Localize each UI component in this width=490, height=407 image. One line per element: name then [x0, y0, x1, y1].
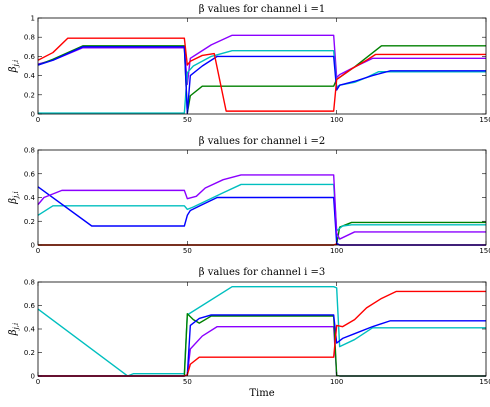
series-line-purple: [37, 174, 486, 240]
series-line-red: [38, 290, 486, 377]
y-tick-label: 0: [31, 373, 35, 381]
chart-panel-channel-3: β values for channel i =3 βj,i Time 0 50 1…: [8, 267, 490, 399]
x-tick-label: 150: [479, 378, 490, 386]
y-tick-label: 0.6: [24, 302, 36, 310]
chart-title: β values for channel i =1: [199, 4, 325, 15]
x-tick-label: 100: [330, 378, 343, 386]
y-tick-label: 0.4: [24, 194, 36, 202]
x-tick-label: 100: [330, 116, 343, 124]
y-tick-label: 0.8: [24, 34, 35, 42]
x-tick-label: 0: [36, 378, 40, 386]
x-tick-label: 100: [330, 247, 343, 255]
series-line-cyan: [37, 286, 486, 377]
y-axis-label: βj,i: [8, 60, 20, 73]
plot-area: 0 50 100 150 0 0.2 0.4 0.6 0.8: [24, 279, 490, 387]
chart-title: β values for channel i =2: [199, 136, 325, 147]
chart-panel-channel-1: β values for channel i =1 βj,i 0 50 100 15 0…: [8, 4, 490, 124]
series-line-green: [37, 45, 486, 114]
chart-title: β values for channel i =3: [199, 267, 325, 278]
series-line-cyan: [38, 49, 486, 114]
y-tick-label: 0.4: [24, 326, 36, 334]
y-tick-label: 0: [31, 242, 35, 250]
y-axis-label: βj,i: [8, 191, 20, 204]
y-tick-label: 0.4: [24, 72, 36, 80]
x-tick-label: 150: [479, 116, 490, 124]
y-tick-label: 0.8: [24, 279, 35, 287]
series-line-blue: [37, 46, 486, 114]
x-tick-label: 50: [183, 247, 192, 255]
y-tick-label: 0.6: [24, 53, 36, 61]
y-tick-label: 0.2: [24, 349, 35, 357]
chart-panel-channel-2: β values for channel i =2 βj,i 0 50 100 15 0…: [8, 136, 490, 255]
x-axis-label: Time: [249, 388, 274, 399]
y-tick-label: 1: [31, 15, 35, 23]
series-line-purple: [37, 34, 486, 85]
series-line-red: [37, 37, 486, 112]
series-line-purple: [38, 325, 486, 377]
y-tick-label: 0.8: [24, 147, 35, 155]
series-line-cyan: [37, 183, 486, 232]
plot-area: 0 50 100 150 0 0.2 0.4 0.6 0.8 1: [24, 15, 490, 125]
y-tick-label: 0.2: [24, 91, 35, 99]
x-tick-label: 50: [183, 116, 192, 124]
axes-frame: [37, 281, 487, 377]
y-tick-label: 0.2: [24, 218, 35, 226]
y-axis-label: βj,i: [8, 323, 20, 336]
axes-frame: [37, 17, 487, 115]
series-line-green: [38, 313, 486, 377]
plot-area: 0 50 100 150 0 0.2 0.4 0.6 0.8: [24, 147, 490, 256]
series-line-blue: [37, 186, 486, 246]
x-tick-label: 150: [479, 247, 490, 255]
x-tick-label: 50: [183, 378, 192, 386]
x-tick-label: 0: [36, 116, 40, 124]
x-tick-label: 0: [36, 247, 40, 255]
y-tick-label: 0: [31, 111, 35, 119]
y-tick-label: 0.6: [24, 170, 36, 178]
series-line-blue: [38, 314, 486, 377]
